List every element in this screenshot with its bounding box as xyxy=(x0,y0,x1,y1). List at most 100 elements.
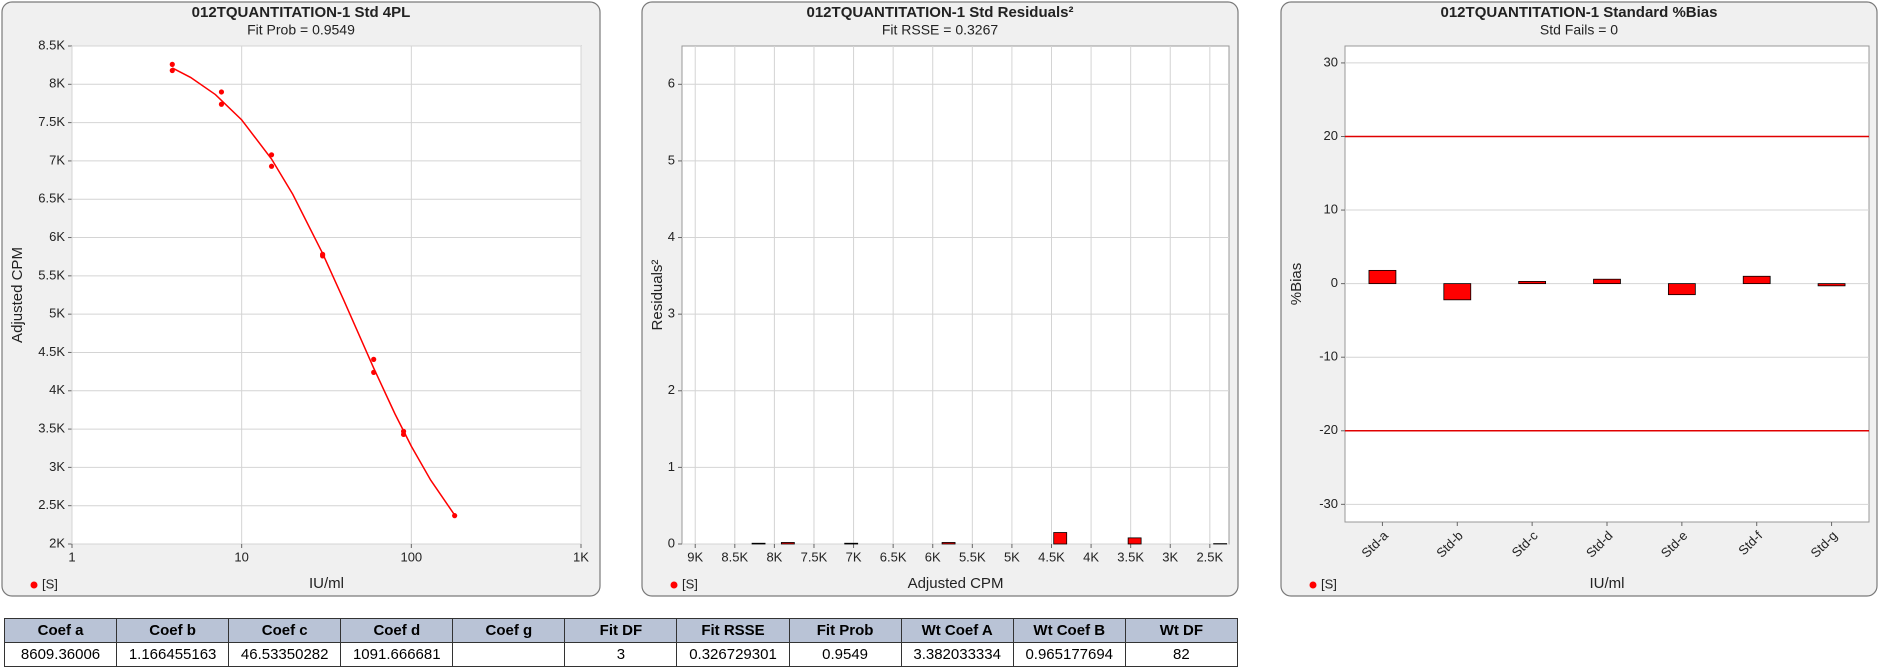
table-cell: 46.53350282 xyxy=(228,642,342,667)
bar xyxy=(1817,283,1846,287)
chart-title: 012TQUANTITATION-1 Std 4PL xyxy=(192,4,411,21)
table-cell: 0.9549 xyxy=(788,642,902,667)
x-tick-label: 1 xyxy=(68,549,75,564)
bar xyxy=(844,542,859,545)
x-tick-label: 4K xyxy=(1083,549,1099,564)
y-tick-label: 3 xyxy=(668,306,675,321)
column-header: Wt DF xyxy=(1124,618,1239,643)
chart-title: 012TQUANTITATION-1 Std Residuals² xyxy=(807,4,1074,21)
y-tick-label: -30 xyxy=(1319,496,1338,511)
table-cell: 82 xyxy=(1124,642,1239,667)
x-tick-label: 8K xyxy=(766,549,782,564)
chart-subtitle: Fit RSSE = 0.3267 xyxy=(882,22,999,38)
bar xyxy=(1742,275,1771,285)
bar xyxy=(1667,283,1696,296)
column-header: Wt Coef A xyxy=(900,618,1014,643)
column-header: Coef g xyxy=(452,618,566,643)
legend-label: [S] xyxy=(42,576,58,591)
plot-area xyxy=(71,45,582,545)
bar xyxy=(941,542,956,545)
y-tick-label: 2K xyxy=(49,535,65,550)
x-tick-label: 8.5K xyxy=(721,549,748,564)
y-tick-label: 7.5K xyxy=(38,114,65,129)
y-tick-label: 30 xyxy=(1324,54,1338,69)
table-cell: 3 xyxy=(564,642,678,667)
bar xyxy=(1368,269,1397,285)
table-row: 8609.36006 1.166455163 46.53350282 1091.666… xyxy=(3,642,1239,667)
column-header: Wt Coef B xyxy=(1012,618,1126,643)
y-tick-label: 5.5K xyxy=(38,267,65,282)
bar xyxy=(1443,283,1472,301)
x-tick-label: 5K xyxy=(1004,549,1020,564)
bar xyxy=(1127,537,1142,545)
legend-label: [S] xyxy=(682,576,698,591)
plot-area xyxy=(681,45,1230,545)
bar xyxy=(751,542,766,545)
table-cell: 8609.36006 xyxy=(3,642,118,667)
data-point xyxy=(218,89,225,95)
x-tick-label: 100 xyxy=(400,549,422,564)
table-body: 8609.36006 1.166455163 46.53350282 1091.666… xyxy=(3,642,1239,667)
y-tick-label: 6.5K xyxy=(38,191,65,206)
data-point xyxy=(169,61,175,67)
column-header: Coef d xyxy=(340,618,454,643)
y-tick-label: -10 xyxy=(1319,349,1338,364)
legend-label: [S] xyxy=(1321,576,1337,591)
table-cell xyxy=(452,642,566,667)
y-tick-label: 2 xyxy=(668,382,675,397)
column-header: Coef c xyxy=(228,618,342,643)
y-axis-label: %Bias xyxy=(1288,263,1305,306)
y-tick-label: 0 xyxy=(1331,275,1338,290)
table-cell: 3.382033334 xyxy=(900,642,1014,667)
table-cell: 1.166455163 xyxy=(116,642,230,667)
y-tick-label: 8.5K xyxy=(38,37,65,52)
x-tick-label: 7K xyxy=(846,549,862,564)
y-tick-label: 1 xyxy=(668,459,675,474)
x-tick-label: 7.5K xyxy=(801,549,828,564)
column-header: Coef a xyxy=(3,618,118,643)
x-tick-label: 1K xyxy=(573,549,589,564)
x-tick-label: 3K xyxy=(1162,549,1178,564)
y-tick-label: -20 xyxy=(1319,422,1338,437)
y-tick-label: 10 xyxy=(1324,201,1338,216)
chart-subtitle: Std Fails = 0 xyxy=(1540,22,1618,38)
y-tick-label: 3K xyxy=(49,459,65,474)
y-tick-label: 6 xyxy=(668,76,675,91)
data-point xyxy=(218,101,225,107)
y-tick-label: 8K xyxy=(49,76,65,91)
data-point xyxy=(268,163,275,169)
table-cell: 0.965177694 xyxy=(1012,642,1126,667)
x-axis-label: IU/ml xyxy=(1590,575,1625,592)
fit-curve xyxy=(171,67,456,516)
bar xyxy=(1593,278,1621,285)
y-tick-label: 20 xyxy=(1324,128,1338,143)
y-axis-label: Residuals² xyxy=(649,260,666,331)
x-tick-label: 4.5K xyxy=(1038,549,1065,564)
y-tick-label: 5K xyxy=(49,306,65,321)
legend-marker xyxy=(30,581,38,589)
y-tick-label: 0 xyxy=(668,535,675,550)
x-tick-label: 5.5K xyxy=(959,549,986,564)
coef-table: Coef a Coef b Coef c Coef d Coef g Fit DF Fit … xyxy=(3,618,1239,667)
y-axis-label: Adjusted CPM xyxy=(9,247,26,343)
y-tick-label: 3.5K xyxy=(38,421,65,436)
legend-marker xyxy=(670,581,678,589)
table-header: Coef a Coef b Coef c Coef d Coef g Fit DF Fit … xyxy=(3,618,1239,643)
y-tick-label: 2.5K xyxy=(38,497,65,512)
x-tick-label: 6.5K xyxy=(880,549,907,564)
x-axis-label: Adjusted CPM xyxy=(908,575,1004,592)
column-header: Coef b xyxy=(116,618,230,643)
y-tick-label: 4K xyxy=(49,382,65,397)
data-point xyxy=(371,356,377,362)
y-tick-label: 5 xyxy=(668,152,675,167)
column-header: Fit RSSE xyxy=(676,618,790,643)
column-header: Fit DF xyxy=(564,618,678,643)
column-header: Fit Prob xyxy=(788,618,902,643)
x-axis-label: IU/ml xyxy=(309,575,344,592)
legend-marker xyxy=(1309,581,1317,589)
bar xyxy=(780,542,795,545)
y-tick-label: 6K xyxy=(49,229,65,244)
table-cell: 1091.666681 xyxy=(340,642,454,667)
